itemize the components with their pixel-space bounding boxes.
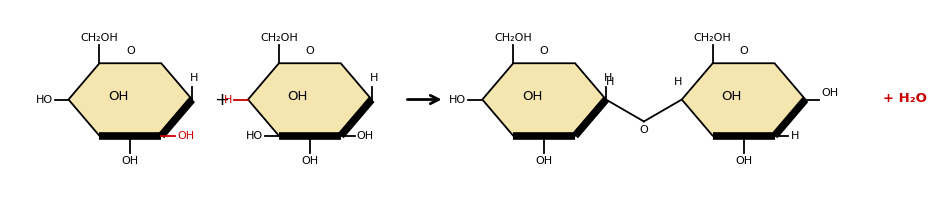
- Polygon shape: [682, 63, 806, 136]
- Text: HO: HO: [449, 95, 466, 105]
- Text: H: H: [603, 73, 612, 83]
- Text: OH: OH: [108, 90, 129, 103]
- Text: H: H: [369, 73, 378, 83]
- Text: OH: OH: [288, 90, 308, 103]
- Text: O: O: [306, 46, 314, 56]
- Text: + H₂O: + H₂O: [884, 92, 927, 105]
- Text: H: H: [674, 76, 682, 86]
- Text: +: +: [214, 91, 229, 108]
- Text: CH₂OH: CH₂OH: [494, 33, 532, 43]
- Text: OH: OH: [536, 156, 553, 166]
- Text: HO: HO: [36, 95, 53, 105]
- Text: H: H: [605, 76, 614, 86]
- Text: CH₂OH: CH₂OH: [260, 33, 298, 43]
- Text: H: H: [190, 73, 198, 83]
- Text: OH: OH: [122, 156, 139, 166]
- Text: CH₂OH: CH₂OH: [694, 33, 731, 43]
- Polygon shape: [482, 63, 606, 136]
- Text: O: O: [739, 46, 748, 56]
- Text: OH: OH: [822, 88, 838, 98]
- Text: OH: OH: [735, 156, 752, 166]
- Text: H: H: [224, 95, 232, 105]
- Polygon shape: [69, 63, 192, 136]
- Text: OH: OH: [721, 90, 742, 103]
- Text: CH₂OH: CH₂OH: [81, 33, 118, 43]
- Text: H: H: [791, 131, 799, 141]
- Text: O: O: [540, 46, 549, 56]
- Text: OH: OH: [356, 131, 374, 141]
- Text: OH: OH: [522, 90, 542, 103]
- Text: OH: OH: [301, 156, 319, 166]
- Text: OH: OH: [178, 131, 195, 141]
- Text: HO: HO: [246, 131, 263, 141]
- Polygon shape: [248, 63, 371, 136]
- Text: O: O: [639, 125, 649, 135]
- Text: O: O: [126, 46, 134, 56]
